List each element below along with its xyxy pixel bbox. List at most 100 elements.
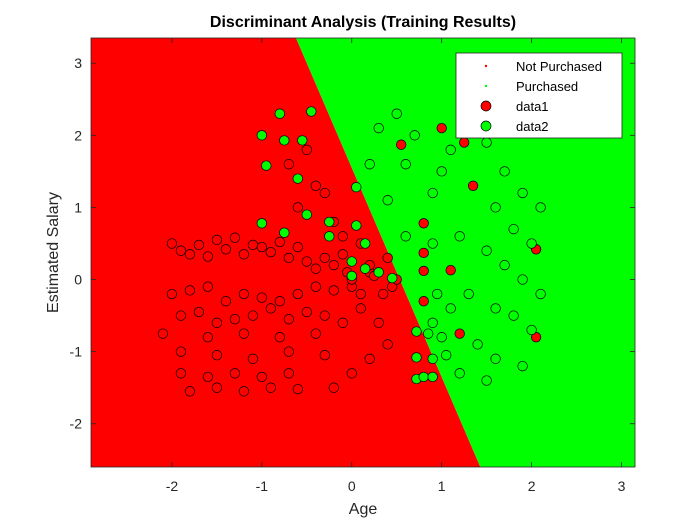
- data1-point: [292, 241, 303, 253]
- data2-point: [324, 216, 335, 228]
- data2-point: [508, 223, 519, 235]
- data2-point: [499, 259, 510, 271]
- legend-label: Purchased: [516, 79, 578, 94]
- x-tick-label: 1: [438, 478, 446, 494]
- data1-point: [319, 350, 330, 361]
- data2-point: [301, 209, 312, 220]
- x-tick-label: -2: [166, 478, 179, 494]
- data1-point: [382, 252, 393, 264]
- data1-point: [175, 310, 187, 321]
- data2-point: [292, 173, 303, 184]
- decision-regions: [91, 38, 635, 467]
- data1-point: [328, 259, 339, 271]
- data1-point: [310, 328, 321, 339]
- data2-point: [526, 324, 537, 336]
- data2-point: [387, 272, 398, 284]
- data1-point: [319, 252, 330, 264]
- data1-point: [202, 332, 214, 343]
- x-tick-label: -1: [256, 478, 269, 494]
- data2-point: [454, 368, 465, 379]
- legend: Not Purchased Purchased data1 data2: [455, 52, 623, 139]
- y-tick-label: 0: [74, 272, 82, 288]
- data2-point: [432, 288, 443, 300]
- data1-point: [283, 314, 294, 325]
- data1-point: [229, 368, 241, 379]
- data1-point: [396, 139, 407, 150]
- data1-point: [310, 281, 321, 292]
- data1-point: [283, 368, 294, 379]
- data2-point: [436, 332, 447, 343]
- data2-point: [279, 135, 290, 146]
- y-tick-label: -2: [70, 416, 83, 432]
- data1-point: [328, 382, 339, 393]
- data1-point: [193, 239, 205, 251]
- data1-point: [310, 180, 321, 191]
- data2-point: [360, 238, 371, 249]
- data1-point: [157, 328, 169, 339]
- legend-label: data1: [516, 99, 549, 114]
- data2-point: [382, 195, 393, 206]
- data1-point: [265, 246, 276, 258]
- data2-point: [508, 310, 519, 321]
- legend-marker: [480, 100, 492, 112]
- data1-point: [382, 339, 393, 350]
- data1-point: [211, 234, 223, 246]
- data2-point: [472, 339, 483, 350]
- data1-point: [283, 159, 294, 170]
- data1-point: [346, 368, 357, 379]
- data1-point: [283, 252, 294, 264]
- data2-point: [409, 130, 420, 141]
- data1-point: [373, 317, 384, 328]
- data1-point: [202, 281, 214, 292]
- data1-point: [229, 232, 241, 243]
- data2-point: [364, 159, 375, 170]
- data2-point: [427, 353, 438, 364]
- data1-point: [229, 314, 241, 325]
- data1-point: [454, 328, 465, 339]
- data1-point: [337, 317, 348, 328]
- y-axis-label: Estimated Salary: [45, 192, 62, 313]
- data2-point: [517, 274, 528, 285]
- data1-point: [202, 371, 214, 383]
- data1-point: [202, 251, 214, 262]
- data2-point: [351, 182, 362, 193]
- data1-point: [175, 346, 187, 357]
- x-tick-label: 0: [348, 478, 356, 494]
- data1-point: [238, 288, 250, 300]
- data1-point: [247, 310, 259, 321]
- data1-point: [211, 317, 223, 328]
- data2-point: [279, 227, 290, 238]
- data2-point: [526, 238, 537, 249]
- data1-point: [220, 296, 232, 307]
- data2-point: [441, 350, 452, 361]
- data1-point: [184, 285, 196, 296]
- data1-point: [418, 296, 429, 307]
- y-tick-label: 2: [74, 127, 82, 143]
- data1-point: [292, 202, 303, 213]
- data2-point: [490, 353, 501, 364]
- y-tick-label: 1: [74, 199, 82, 215]
- data2-point: [454, 231, 465, 242]
- data2-point: [346, 270, 357, 282]
- data1-point: [184, 386, 196, 397]
- data1-point: [418, 247, 429, 259]
- data1-point: [355, 288, 366, 300]
- data1-point: [436, 122, 447, 134]
- data2-point: [373, 267, 384, 278]
- data2-point: [261, 160, 272, 171]
- data2-point: [490, 202, 501, 213]
- data1-point: [238, 328, 250, 339]
- data1-point: [247, 353, 259, 364]
- data1-point: [292, 288, 303, 300]
- legend-marker: [484, 84, 488, 88]
- data1-point: [256, 371, 267, 383]
- data2-point: [517, 360, 528, 372]
- data2-point: [360, 263, 371, 274]
- data2-point: [400, 159, 411, 170]
- data2-point: [481, 137, 492, 148]
- data1-point: [378, 288, 389, 300]
- legend-marker: [484, 64, 488, 68]
- data1-point: [265, 303, 276, 314]
- data2-point: [391, 108, 402, 119]
